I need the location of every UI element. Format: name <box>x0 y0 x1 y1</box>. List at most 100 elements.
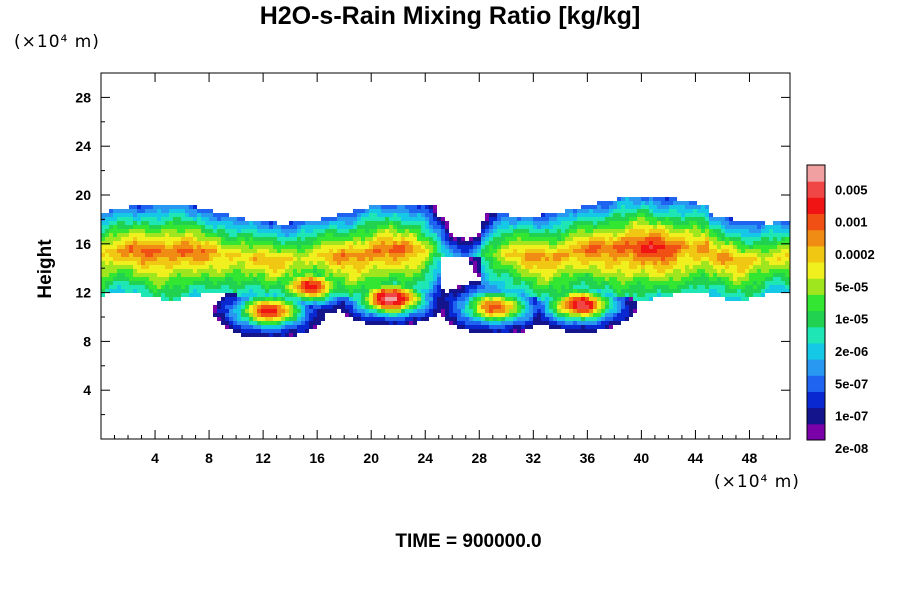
field-cell <box>489 233 493 237</box>
field-cell <box>337 225 341 229</box>
field-cell <box>373 277 377 281</box>
field-cell <box>613 313 617 317</box>
field-cell <box>205 285 209 289</box>
field-cell <box>241 229 245 233</box>
field-cell <box>617 289 621 293</box>
field-cell <box>221 245 225 249</box>
field-cell <box>337 213 341 217</box>
field-cell <box>141 221 145 225</box>
field-cell <box>381 265 385 269</box>
field-cell <box>253 269 257 273</box>
field-cell <box>609 221 613 225</box>
field-cell <box>413 225 417 229</box>
field-cell <box>169 277 173 281</box>
field-cell <box>517 281 521 285</box>
field-cell <box>337 293 341 297</box>
field-cell <box>113 249 117 253</box>
colorbar-cell <box>807 359 825 376</box>
field-cell <box>233 297 237 301</box>
field-cell <box>217 281 221 285</box>
field-cell <box>661 277 665 281</box>
field-cell <box>237 289 241 293</box>
field-cell <box>133 233 137 237</box>
field-cell <box>561 229 565 233</box>
field-cell <box>533 261 537 265</box>
field-cell <box>257 261 261 265</box>
field-cell <box>185 245 189 249</box>
field-cell <box>713 233 717 237</box>
field-cell <box>137 225 141 229</box>
field-cell <box>253 253 257 257</box>
field-cell <box>169 253 173 257</box>
field-cell <box>201 213 205 217</box>
field-cell <box>329 253 333 257</box>
field-cell <box>505 217 509 221</box>
field-cell <box>121 269 125 273</box>
field-cell <box>517 217 521 221</box>
field-cell <box>381 225 385 229</box>
field-cell <box>409 221 413 225</box>
field-cell <box>213 245 217 249</box>
field-cell <box>533 253 537 257</box>
field-cell <box>381 245 385 249</box>
field-cell <box>253 225 257 229</box>
field-cell <box>525 297 529 301</box>
field-cell <box>181 233 185 237</box>
field-cell <box>609 249 613 253</box>
field-cell <box>409 309 413 313</box>
field-cell <box>637 277 641 281</box>
field-cell <box>781 249 785 253</box>
field-cell <box>433 289 437 293</box>
field-cell <box>409 241 413 245</box>
field-cell <box>273 289 277 293</box>
field-cell <box>421 313 425 317</box>
field-cell <box>373 293 377 297</box>
field-cell <box>245 285 249 289</box>
field-cell <box>473 241 477 245</box>
field-cell <box>365 241 369 245</box>
field-cell <box>329 297 333 301</box>
field-cell <box>501 265 505 269</box>
field-cell <box>205 261 209 265</box>
field-cell <box>505 305 509 309</box>
field-cell <box>369 261 373 265</box>
field-cell <box>193 205 197 209</box>
field-cell <box>213 285 217 289</box>
field-cell <box>505 289 509 293</box>
field-cell <box>425 265 429 269</box>
field-cell <box>457 325 461 329</box>
field-cell <box>569 253 573 257</box>
y-tick-label: 8 <box>83 333 91 349</box>
field-cell <box>509 313 513 317</box>
field-cell <box>225 313 229 317</box>
colorbar-cell <box>807 278 825 295</box>
field-cell <box>273 273 277 277</box>
field-cell <box>265 321 269 325</box>
field-cell <box>301 273 305 277</box>
field-cell <box>325 293 329 297</box>
field-cell <box>717 261 721 265</box>
field-cell <box>129 217 133 221</box>
field-cell <box>585 245 589 249</box>
field-cell <box>769 229 773 233</box>
field-cell <box>313 277 317 281</box>
field-cell <box>557 257 561 261</box>
field-cell <box>653 261 657 265</box>
field-cell <box>121 237 125 241</box>
field-cell <box>549 305 553 309</box>
field-cell <box>137 213 141 217</box>
field-cell <box>513 269 517 273</box>
field-cell <box>573 329 577 333</box>
field-cell <box>225 281 229 285</box>
field-cell <box>157 249 161 253</box>
field-cell <box>121 213 125 217</box>
field-cell <box>181 217 185 221</box>
field-cell <box>469 329 473 333</box>
field-cell <box>241 293 245 297</box>
colorbar-cell <box>807 165 825 182</box>
field-cell <box>709 281 713 285</box>
field-cell <box>769 237 773 241</box>
field-cell <box>673 257 677 261</box>
field-cell <box>161 253 165 257</box>
field-cell <box>605 209 609 213</box>
